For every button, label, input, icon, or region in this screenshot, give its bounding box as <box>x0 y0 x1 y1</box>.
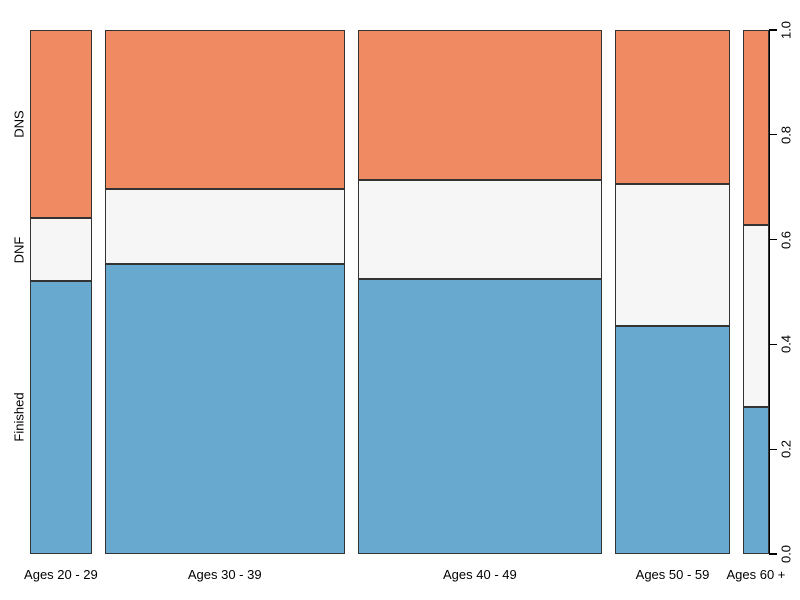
mosaic-segment-ages-30-39-dnf <box>104 188 345 265</box>
mosaic-segment-ages-30-39-finished <box>104 264 345 554</box>
right-axis-tick-label-0.4: 0.4 <box>778 335 794 354</box>
right-axis-tick-label-1.0: 1.0 <box>778 20 794 40</box>
right-axis-line <box>769 30 771 554</box>
right-axis-tick-label-0.0: 0.0 <box>778 544 794 564</box>
x-tick-label-ages-30-39: Ages 30 - 39 <box>187 567 262 582</box>
y-category-label-dnf: DNF <box>11 236 27 263</box>
right-axis-tick-1.0 <box>769 29 777 31</box>
x-tick-label-ages-40-49: Ages 40 - 49 <box>443 567 517 582</box>
right-axis-tick-0.4 <box>769 343 777 346</box>
x-tick-label-ages-50-59: Ages 50 - 59 <box>635 567 710 582</box>
mosaic-segment-ages-40-49-finished <box>357 278 603 554</box>
mosaic-column-ages-50-59 <box>615 30 730 554</box>
right-axis-tick-0.2 <box>769 448 777 450</box>
mosaic-segment-ages-20-29-finished <box>30 280 92 554</box>
mosaic-segment-ages-40-49-dns <box>357 30 603 180</box>
mosaic-column-ages-60 <box>742 30 769 554</box>
mosaic-segment-ages-30-39-dns <box>104 30 345 189</box>
right-axis-tick-0.6 <box>769 238 777 241</box>
mosaic-segment-ages-60-dns <box>742 30 769 225</box>
mosaic-column-ages-40-49 <box>357 30 603 554</box>
mosaic-column-ages-20-29 <box>30 30 92 554</box>
mosaic-segment-ages-50-59-dns <box>615 30 730 185</box>
x-tick-label-ages-60: Ages 60 + <box>726 567 786 582</box>
right-axis-tick-label-0.6: 0.6 <box>778 230 794 249</box>
mosaic-segment-ages-20-29-dnf <box>30 218 92 281</box>
mosaic-segment-ages-50-59-dnf <box>615 184 730 327</box>
mosaic-segment-ages-60-finished <box>742 406 769 554</box>
mosaic-segment-ages-50-59-finished <box>615 326 730 554</box>
right-axis-tick-0.8 <box>769 134 777 136</box>
right-axis-tick-label-0.8: 0.8 <box>778 125 794 144</box>
mosaic-segment-ages-20-29-dns <box>30 30 92 219</box>
mosaic-segment-ages-60-dnf <box>742 224 769 407</box>
mosaic-segment-ages-40-49-dnf <box>357 179 603 279</box>
y-category-label-finished: Finished <box>11 392 27 443</box>
right-axis-tick-label-0.2: 0.2 <box>778 440 794 459</box>
y-category-label-dns: DNS <box>11 110 27 138</box>
right-axis-tick-0.0 <box>769 553 777 555</box>
mosaic-column-ages-30-39 <box>104 30 345 554</box>
x-tick-label-ages-20-29: Ages 20 - 29 <box>24 567 98 582</box>
